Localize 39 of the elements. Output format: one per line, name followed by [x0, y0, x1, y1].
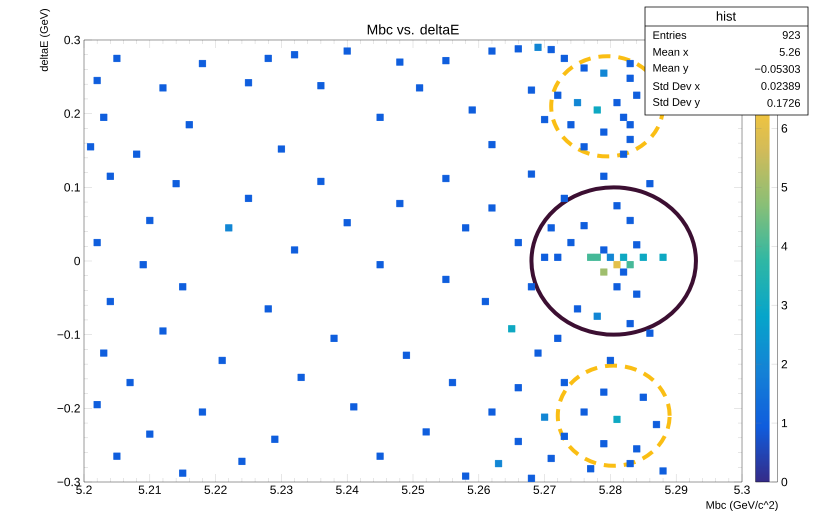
y-tick-label: 0	[74, 256, 80, 266]
x-tick-label: 5.25	[402, 486, 424, 494]
x-tick-label: 5.21	[138, 486, 161, 494]
text: 923	[782, 31, 800, 39]
x-tick-label: 5.26	[468, 486, 490, 494]
y-tick-label: −0.3	[57, 478, 80, 486]
y-tick-label: 0.3	[64, 36, 80, 44]
text: 0.02389	[761, 82, 800, 90]
x-tick-label: 5.23	[270, 486, 293, 494]
annotation: Std Dev y	[653, 98, 700, 108]
color-bar-label: 4	[781, 242, 788, 250]
text: 5.26	[780, 48, 800, 56]
text: 0.1726	[767, 99, 800, 107]
annotation: Mean y	[653, 64, 688, 74]
x-tick-label: 5.3	[734, 486, 750, 494]
chart-title: Mbc vs. deltaE	[368, 24, 459, 35]
x-tick-label: 5.27	[533, 486, 556, 494]
y-tick-label: −0.1	[57, 330, 80, 339]
x-tick-label: 5.22	[204, 486, 227, 494]
x-axis-title: Mbc (GeV/c^2)	[706, 500, 778, 512]
text: −0.05303	[755, 65, 800, 73]
color-bar-label: 6	[782, 124, 788, 133]
color-bar-label: 2	[782, 360, 788, 368]
y-tick-label: 0.1	[64, 183, 80, 192]
color-bar-label: 0	[782, 478, 788, 486]
color-bar-label: 1	[782, 418, 788, 428]
color-bar-label: 3	[781, 300, 788, 310]
x-tick-label: 5.29	[665, 486, 688, 494]
x-tick-label: 5.2	[76, 486, 92, 494]
annotation: Mean x	[653, 48, 688, 56]
y-tick-label: 0.2	[64, 109, 80, 118]
y-tick-label: −0.2	[57, 404, 80, 413]
x-tick-label: 5.24	[336, 486, 358, 494]
y-axis-title: deltaE (GeV)	[40, 9, 50, 72]
color-bar-label: 5	[782, 183, 788, 192]
annotation: Std Dev x	[653, 82, 700, 90]
text: Entries	[653, 30, 686, 40]
text: hist	[716, 11, 736, 21]
x-tick-label: 5.28	[599, 486, 622, 494]
